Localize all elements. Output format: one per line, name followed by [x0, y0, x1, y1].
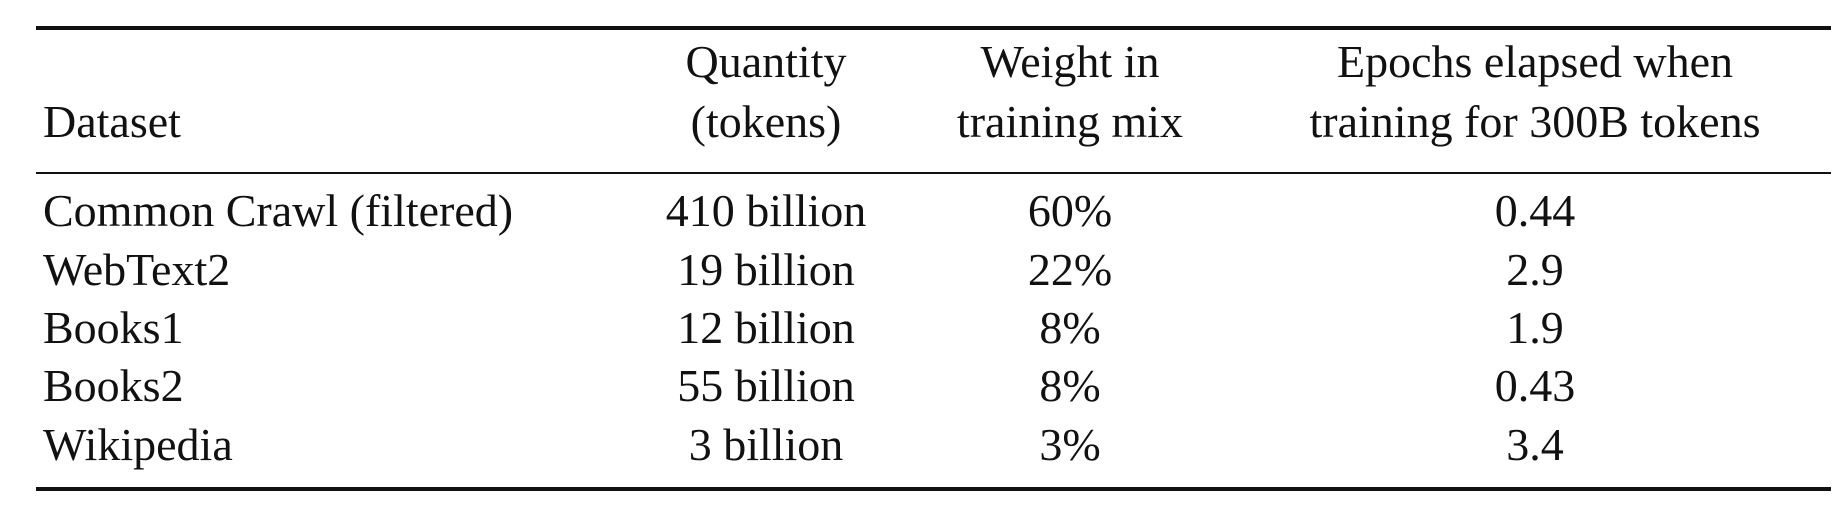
cell-weight: 60% — [1027, 185, 1113, 236]
cell-weight: 22% — [1027, 244, 1113, 295]
header-quantity: Quantity (tokens) — [626, 32, 906, 152]
header-epochs-line-1: Epochs elapsed when — [1337, 36, 1733, 87]
cell-dataset: Common Crawl (filtered) — [43, 185, 514, 236]
cell-dataset: Books2 — [43, 360, 184, 411]
cell-quantity: 3 billion — [688, 419, 844, 470]
header-quantity-line-2: (tokens) — [690, 96, 842, 147]
cell-dataset: WebText2 — [43, 244, 231, 295]
cell-dataset: Wikipedia — [43, 419, 233, 470]
cell-weight: 8% — [1039, 360, 1101, 411]
header-weight: Weight in training mix — [925, 32, 1215, 152]
cell-quantity: 410 billion — [665, 185, 867, 236]
cell-dataset: Books1 — [43, 302, 184, 353]
cell-weight: 3% — [1039, 419, 1101, 470]
cell-quantity: 55 billion — [677, 360, 855, 411]
cell-weight: 8% — [1039, 302, 1101, 353]
cell-epochs: 3.4 — [1506, 419, 1564, 470]
table-top-rule — [36, 26, 1831, 30]
header-weight-line-2: training mix — [956, 96, 1184, 147]
header-quantity-line-1: Quantity — [685, 36, 847, 87]
cell-epochs: 2.9 — [1506, 244, 1564, 295]
header-weight-line-1: Weight in — [980, 36, 1160, 87]
table-header-rule — [36, 172, 1831, 174]
cell-epochs: 0.43 — [1494, 360, 1576, 411]
cell-quantity: 19 billion — [677, 244, 855, 295]
table-bottom-rule — [36, 487, 1831, 491]
cell-epochs: 0.44 — [1494, 185, 1576, 236]
header-dataset: Dataset — [43, 96, 181, 147]
cell-quantity: 12 billion — [677, 302, 855, 353]
cell-epochs: 1.9 — [1506, 302, 1564, 353]
header-epochs-line-2: training for 300B tokens — [1309, 96, 1761, 147]
header-epochs: Epochs elapsed when training for 300B to… — [1255, 32, 1815, 152]
